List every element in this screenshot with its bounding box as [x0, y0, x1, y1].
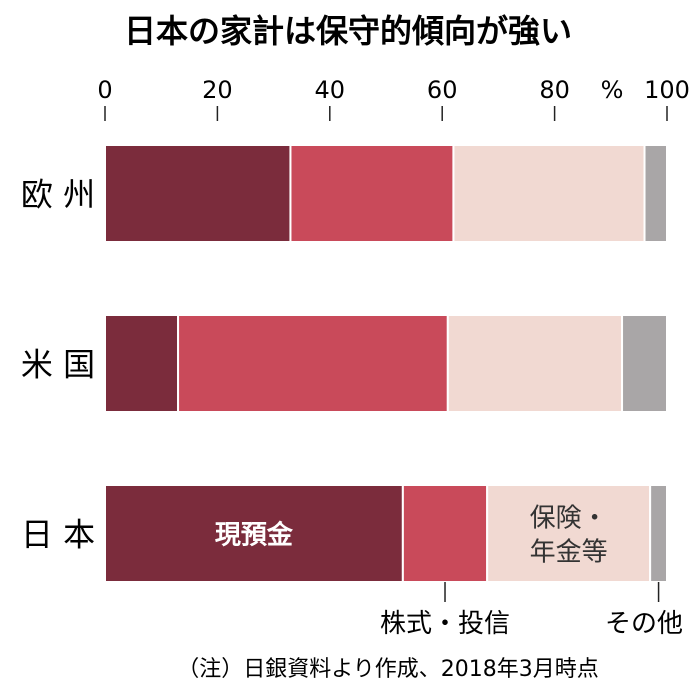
unit-label: % — [601, 76, 624, 104]
footnote: （注）日銀資料より作成、2018年3月時点 — [177, 657, 599, 682]
category-label: 欧 州 — [21, 176, 95, 214]
callouts: 株式・投信 その他 — [380, 582, 683, 639]
x-axis: 0 20 40 60 80 100% — [97, 76, 690, 121]
x-tick-label: 0 — [97, 76, 112, 104]
bar-segment — [104, 314, 180, 413]
bar-segment — [643, 144, 669, 243]
x-tick-label: 80 — [539, 76, 570, 104]
bar-segment — [104, 484, 404, 583]
x-tick-label: 40 — [315, 76, 346, 104]
segment-label: 現預金 — [215, 520, 294, 551]
bar-segment — [104, 144, 292, 243]
chart-title: 日本の家計は保守的傾向が強い — [124, 12, 572, 50]
callout-label: その他 — [605, 609, 683, 639]
x-tick-label: 20 — [202, 76, 233, 104]
x-tick-label: 60 — [427, 76, 458, 104]
segment-label: 年金等 — [530, 538, 608, 568]
x-tick-label: 100 — [644, 76, 690, 104]
bar-segment — [621, 314, 668, 413]
bar-segment — [289, 144, 455, 243]
bar-segment — [401, 484, 489, 583]
bar-segment — [649, 484, 669, 583]
segment-label: 保険・ — [530, 504, 608, 534]
category-label: 米 国 — [21, 346, 95, 384]
category-labels: 欧 州米 国日 本 — [21, 176, 95, 554]
segment-labels: 現預金 保険・年金等 — [215, 504, 608, 568]
callout-label: 株式・投信 — [380, 609, 510, 639]
bar-segment — [452, 144, 646, 243]
bars — [104, 144, 669, 583]
bar-segment — [177, 314, 449, 413]
bar-segment — [486, 484, 652, 583]
category-label: 日 本 — [21, 516, 95, 554]
bar-segment — [446, 314, 624, 413]
